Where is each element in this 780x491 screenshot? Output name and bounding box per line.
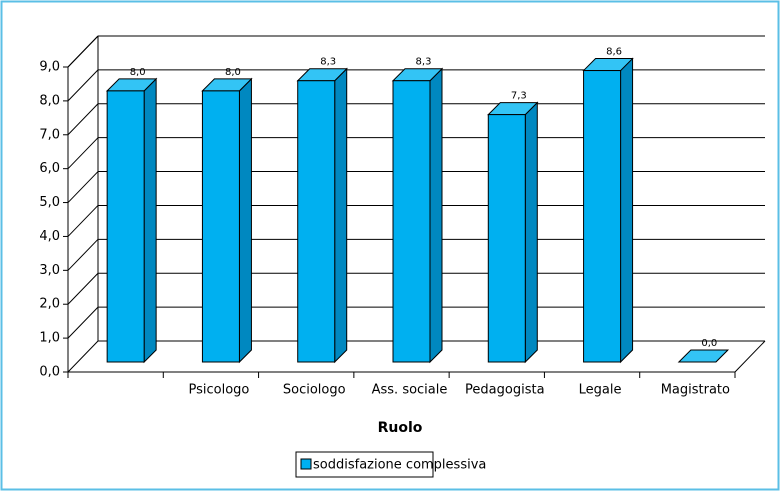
y-tick-label: 0,0 (39, 365, 60, 380)
x-tick-label: Psicologo (188, 383, 249, 398)
legend-label: soddisfazione complessiva (313, 458, 486, 473)
x-axis-title: Ruolo (378, 420, 423, 436)
value-label: 8,0 (225, 67, 241, 78)
value-label: 0,0 (701, 338, 717, 349)
grid-line-side (67, 205, 99, 237)
y-tick-label: 7,0 (39, 127, 60, 142)
y-tick-label: 4,0 (39, 229, 60, 244)
y-tick-label: 5,0 (39, 195, 60, 210)
y-tick-label: 3,0 (39, 263, 60, 278)
value-label: 8,0 (130, 67, 146, 78)
y-tick-label: 6,0 (39, 161, 60, 176)
bar (392, 80, 431, 363)
value-label: 8,3 (320, 57, 336, 68)
grid-line-side (67, 272, 99, 305)
x-tick-label: Pedagogista (465, 383, 545, 398)
bar-side (238, 77, 252, 364)
grid-line-side (67, 306, 99, 339)
bar-side (524, 101, 538, 364)
bar-side (143, 77, 157, 364)
grid-line-side (67, 69, 99, 102)
value-label: 8,3 (416, 57, 432, 68)
grid-line-side (67, 137, 99, 170)
legend (295, 451, 434, 478)
value-label: 8,6 (606, 47, 622, 58)
bar (106, 90, 145, 363)
x-tick-label: Magistrato (661, 383, 730, 398)
bar-side (620, 57, 634, 364)
bar (201, 90, 240, 363)
grid-line-side (67, 103, 99, 136)
y-tick-label: 9,0 (39, 60, 60, 75)
grid-line-side (67, 340, 99, 373)
bar (297, 80, 336, 363)
bar-top (677, 349, 730, 363)
grid-line-side (67, 35, 99, 68)
legend-swatch (300, 458, 312, 470)
bar (583, 70, 622, 363)
bar (487, 114, 526, 363)
grid-line-side (67, 238, 99, 271)
grid-line-side (67, 171, 99, 203)
bar-side (334, 67, 348, 364)
floor-right-edge (734, 340, 766, 373)
y-tick-label: 8,0 (39, 93, 60, 108)
y-tick-label: 1,0 (39, 331, 60, 346)
bar-side (429, 67, 443, 364)
value-label: 7,3 (511, 91, 527, 102)
x-tick-label: Ass. sociale (372, 383, 448, 398)
x-tick-label: Sociologo (283, 383, 346, 398)
x-tick-label: Legale (579, 383, 622, 398)
y-tick-label: 2,0 (39, 297, 60, 312)
